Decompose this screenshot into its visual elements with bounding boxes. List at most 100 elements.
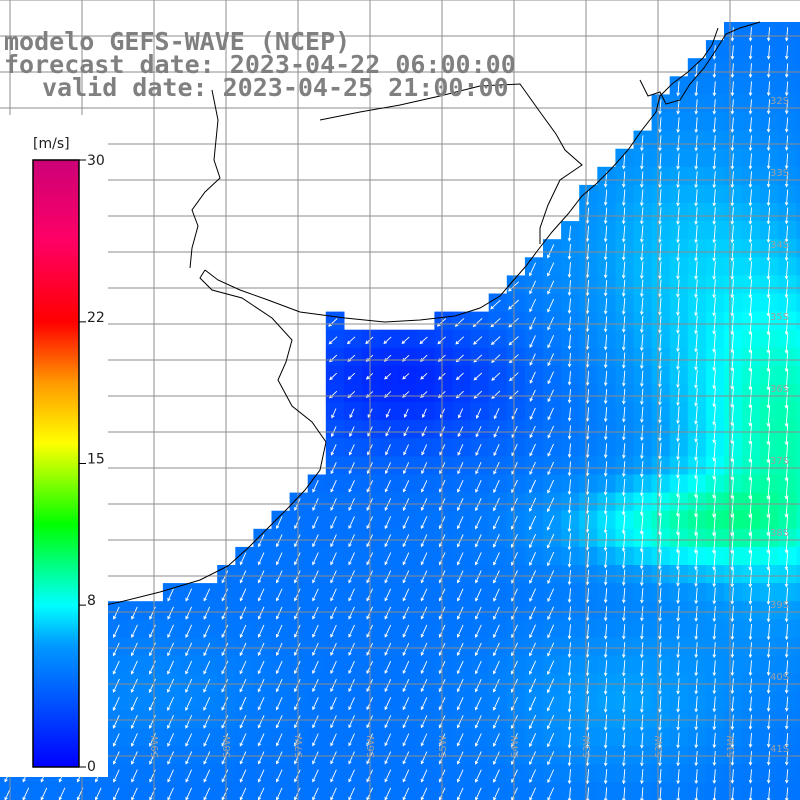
wind-arrow [312, 679, 319, 693]
wind-arrow [221, 624, 229, 638]
wind-arrow [329, 372, 338, 381]
wind-arrow [330, 606, 337, 620]
speed-cell [796, 329, 800, 349]
wind-arrow [330, 660, 337, 675]
wind-arrow [312, 715, 319, 729]
wind-arrow [203, 751, 211, 765]
wind-arrow [784, 153, 789, 170]
wind-arrow [493, 408, 500, 420]
wind-arrow [547, 551, 555, 567]
wind-arrow [766, 153, 771, 170]
wind-arrow [766, 550, 771, 571]
map-title: modelo GEFS-WAVE (NCEP) forecast date: 2… [4, 27, 516, 102]
wind-arrow [420, 606, 428, 620]
wind-arrow [766, 714, 771, 730]
wind-arrow [402, 642, 410, 656]
wind-arrow [511, 552, 518, 566]
wind-arrow [275, 516, 283, 530]
wind-arrow [112, 696, 120, 711]
wind-arrow [621, 461, 626, 478]
wind-arrow [784, 732, 789, 748]
wind-arrow [511, 624, 518, 639]
speed-cell [452, 365, 472, 385]
wind-arrow [547, 732, 555, 748]
wind-arrow [420, 480, 428, 493]
wind-arrow [676, 333, 680, 353]
wind-arrow [748, 117, 753, 133]
wind-arrow [257, 733, 265, 747]
wind-arrow [420, 751, 428, 765]
wind-arrow [676, 660, 680, 677]
wind-arrow [492, 733, 500, 747]
wind-arrow [275, 697, 283, 711]
speed-cell [796, 492, 800, 512]
wind-arrow [603, 461, 608, 477]
wind-arrow [766, 135, 771, 152]
speed-cell [796, 565, 800, 584]
wind-arrow [603, 696, 608, 713]
wind-arrow [149, 624, 156, 639]
wind-arrow [203, 715, 211, 729]
wind-arrow [766, 605, 771, 623]
speed-cell [796, 130, 800, 150]
wind-arrow [567, 407, 572, 422]
wind-arrow [712, 787, 717, 800]
wind-arrow [492, 534, 500, 548]
wind-arrow [621, 406, 626, 423]
wind-arrow [294, 570, 301, 584]
wind-arrow [348, 516, 355, 530]
wind-arrow [239, 570, 247, 584]
wind-arrow [712, 261, 716, 280]
wind-arrow [621, 225, 626, 243]
wind-arrow [493, 588, 500, 602]
wind-arrow [402, 373, 410, 380]
wind-arrow [585, 642, 590, 658]
wind-arrow [293, 679, 301, 693]
wind-arrow [676, 171, 680, 189]
wind-arrow [420, 372, 428, 380]
wind-arrow [349, 408, 355, 419]
wind-arrow [748, 99, 753, 115]
wind-arrow [748, 225, 753, 244]
wind-arrow [348, 570, 355, 584]
speed-cell [796, 275, 800, 295]
wind-arrow [312, 552, 319, 566]
wind-arrow [474, 733, 482, 747]
wind-arrow [712, 750, 717, 767]
wind-arrow [402, 570, 410, 584]
wind-arrow [312, 751, 319, 765]
wind-arrow [712, 660, 717, 677]
wind-arrow [185, 624, 193, 639]
speed-cell [796, 239, 800, 258]
wind-arrow [730, 714, 735, 731]
wind-arrow [257, 606, 265, 620]
wind-arrow [312, 570, 319, 584]
wind-arrow [239, 624, 247, 638]
speed-cell [343, 384, 363, 403]
wind-arrow [330, 715, 337, 729]
wind-arrow [658, 732, 662, 749]
wind-arrow [694, 678, 698, 695]
wind-arrow [730, 569, 735, 588]
wind-arrow [730, 387, 734, 408]
wind-arrow [349, 426, 355, 437]
wind-arrow [676, 714, 680, 731]
wind-arrow [529, 317, 536, 331]
wind-arrow [784, 63, 789, 78]
border-uruguay [319, 83, 583, 244]
wind-arrow [676, 605, 680, 622]
wind-arrow [603, 624, 608, 640]
wind-arrow [493, 606, 500, 620]
wind-arrow [294, 715, 301, 729]
wind-arrow [694, 787, 699, 800]
wind-arrow [567, 479, 572, 495]
longitude-label: 54W [510, 735, 521, 758]
wind-arrow [403, 408, 409, 418]
wind-arrow [748, 605, 753, 623]
wind-arrow [402, 751, 410, 765]
wind-arrow [493, 479, 500, 494]
wind-arrow [585, 551, 590, 569]
wind-arrow [603, 496, 608, 515]
wind-arrow [748, 171, 753, 188]
wind-arrow [492, 642, 500, 657]
